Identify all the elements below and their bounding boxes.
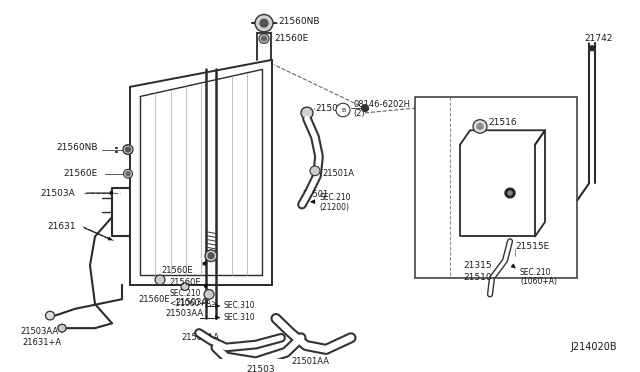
Text: SEC.310: SEC.310 bbox=[224, 313, 255, 322]
Circle shape bbox=[205, 250, 217, 262]
Circle shape bbox=[124, 169, 132, 178]
Text: 21560E: 21560E bbox=[274, 34, 308, 43]
Circle shape bbox=[310, 166, 320, 176]
Text: (1060+A): (1060+A) bbox=[520, 277, 557, 286]
Text: (2): (2) bbox=[353, 109, 365, 118]
Circle shape bbox=[259, 34, 269, 44]
Text: 21631+A: 21631+A bbox=[22, 338, 61, 347]
Circle shape bbox=[301, 107, 313, 119]
Text: 21560NB: 21560NB bbox=[278, 17, 319, 26]
Text: <11060+A>: <11060+A> bbox=[169, 299, 217, 308]
Circle shape bbox=[362, 105, 369, 112]
Bar bbox=[415, 96, 577, 278]
Text: 21560E: 21560E bbox=[169, 278, 200, 287]
Circle shape bbox=[589, 46, 595, 51]
Text: B: B bbox=[341, 108, 345, 112]
Text: 21501: 21501 bbox=[302, 190, 328, 199]
Circle shape bbox=[155, 275, 165, 285]
Text: SEC.210: SEC.210 bbox=[520, 268, 552, 277]
Circle shape bbox=[58, 324, 66, 332]
Circle shape bbox=[260, 19, 268, 27]
Text: 21560E: 21560E bbox=[63, 169, 97, 178]
Text: 21560NB: 21560NB bbox=[56, 143, 97, 152]
Circle shape bbox=[508, 191, 512, 195]
Text: 21510: 21510 bbox=[463, 273, 492, 282]
Circle shape bbox=[181, 283, 189, 291]
Circle shape bbox=[255, 15, 273, 32]
Circle shape bbox=[126, 172, 130, 176]
Text: 21560E: 21560E bbox=[138, 295, 170, 304]
Circle shape bbox=[473, 120, 487, 133]
Text: 21742: 21742 bbox=[584, 34, 612, 43]
Text: 21631: 21631 bbox=[47, 222, 76, 231]
Text: SEC.210: SEC.210 bbox=[169, 289, 200, 298]
Circle shape bbox=[336, 103, 350, 117]
Text: 21503A: 21503A bbox=[40, 189, 75, 198]
Text: 21501AA: 21501AA bbox=[291, 357, 329, 366]
Text: 21515E: 21515E bbox=[515, 241, 549, 251]
Circle shape bbox=[204, 289, 214, 299]
Text: 21503: 21503 bbox=[246, 365, 275, 372]
Text: 21503A: 21503A bbox=[175, 298, 207, 307]
Text: 21315: 21315 bbox=[463, 261, 492, 270]
Text: 21501A: 21501A bbox=[322, 169, 354, 178]
Text: 21501A: 21501A bbox=[315, 103, 349, 113]
Text: 21501AA: 21501AA bbox=[181, 333, 219, 342]
Circle shape bbox=[125, 147, 131, 152]
Circle shape bbox=[262, 36, 266, 41]
Text: SEC.210: SEC.210 bbox=[319, 193, 351, 202]
Circle shape bbox=[123, 145, 133, 154]
Text: 21516: 21516 bbox=[488, 118, 516, 127]
Circle shape bbox=[45, 311, 54, 320]
Circle shape bbox=[208, 253, 214, 259]
Text: 21503AA: 21503AA bbox=[165, 309, 203, 318]
Text: J214020B: J214020B bbox=[570, 343, 616, 352]
Text: 08146-6202H: 08146-6202H bbox=[353, 100, 410, 109]
Text: 21503AA: 21503AA bbox=[20, 327, 58, 336]
Circle shape bbox=[477, 124, 483, 129]
Text: 21560E: 21560E bbox=[161, 266, 193, 275]
Text: SEC.310: SEC.310 bbox=[224, 301, 255, 311]
Circle shape bbox=[505, 188, 515, 198]
Circle shape bbox=[58, 324, 66, 332]
Text: (21200): (21200) bbox=[319, 203, 349, 212]
